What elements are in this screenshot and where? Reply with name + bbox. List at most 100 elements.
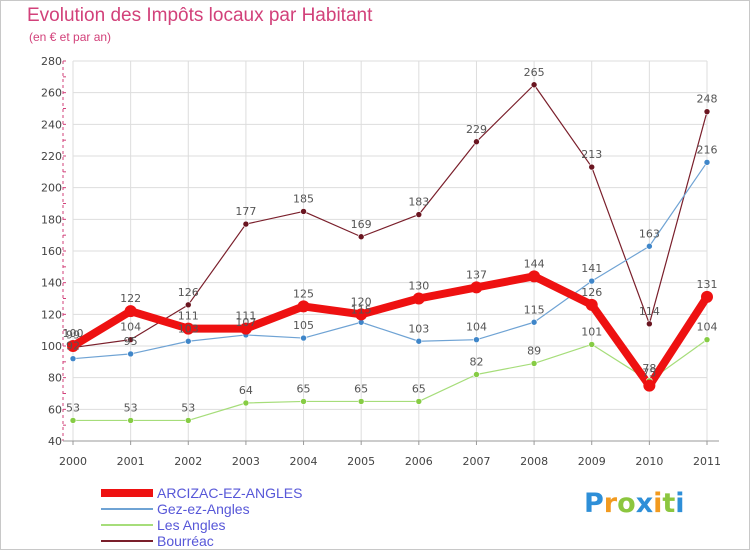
x-tick-label: 2005: [347, 455, 375, 468]
legend-item-les-angles[interactable]: Les Angles: [101, 517, 401, 533]
data-point: [588, 277, 596, 285]
y-tick-label: 240: [41, 118, 62, 131]
data-point: [703, 108, 711, 115]
legend-item-gez[interactable]: Gez-ez-Angles: [101, 501, 401, 517]
data-point: [69, 355, 77, 362]
data-label: 169: [351, 218, 372, 231]
data-label: 65: [412, 382, 426, 395]
data-point: [588, 341, 596, 348]
legend-item-bourreac[interactable]: Bourréac: [101, 533, 401, 549]
legend-item-arcizac[interactable]: ARCIZAC-EZ-ANGLES: [101, 485, 401, 501]
data-label: 115: [351, 303, 372, 316]
x-tick-label: 2000: [59, 455, 87, 468]
legend-label-les-angles: Les Angles: [157, 517, 226, 533]
data-label: 82: [469, 356, 483, 369]
data-label: 163: [639, 227, 660, 240]
series-line-1: [72, 161, 708, 360]
data-point: [646, 320, 653, 328]
x-tick-label: 2010: [635, 455, 663, 468]
data-point: [530, 81, 538, 89]
data-label: 104: [466, 321, 487, 334]
data-point: [357, 398, 365, 405]
data-label: 78: [642, 362, 656, 375]
series-line-3: [69, 272, 711, 390]
data-label: 248: [697, 93, 718, 106]
data-label: 105: [293, 319, 314, 332]
data-point: [473, 138, 480, 146]
data-point: [67, 340, 79, 352]
data-point: [412, 292, 425, 305]
y-tick-label: 200: [41, 182, 62, 195]
data-label: 111: [178, 310, 199, 323]
data-point: [300, 398, 307, 405]
y-tick-label: 260: [41, 87, 62, 100]
data-label: 95: [124, 335, 138, 348]
y-tick-label: 40: [48, 435, 62, 448]
y-tick-label: 60: [48, 403, 62, 416]
data-label: 75: [642, 367, 656, 380]
data-point: [182, 322, 195, 335]
x-tick-label: 2003: [232, 455, 260, 468]
data-label: 53: [181, 401, 195, 414]
x-tick-label: 2009: [578, 455, 606, 468]
logo-letter: r: [603, 488, 618, 519]
legend-label-bourreac: Bourréac: [157, 533, 214, 549]
data-point: [127, 336, 134, 343]
data-point: [703, 159, 711, 166]
data-label: 103: [408, 322, 429, 335]
data-point: [470, 281, 483, 294]
x-tick-label: 2004: [290, 455, 318, 468]
legend-swatch-gez: [101, 508, 153, 510]
data-label: 126: [178, 286, 199, 299]
data-label: 185: [293, 192, 314, 205]
logo-letter: P: [584, 488, 604, 519]
data-label: 114: [639, 305, 660, 318]
chart-subtitle: (en € et par an): [29, 30, 112, 44]
data-label: 122: [120, 292, 141, 305]
x-tick-label: 2008: [520, 455, 548, 468]
data-label: 104: [120, 321, 141, 334]
data-point: [646, 242, 653, 250]
data-point: [242, 220, 250, 228]
data-label: 101: [581, 325, 602, 338]
data-label: 100: [63, 327, 84, 340]
y-tick-label: 220: [41, 150, 62, 163]
data-point: [530, 360, 538, 367]
data-point: [703, 336, 711, 343]
data-label: 216: [697, 143, 718, 156]
legend-swatch-bourreac: [101, 540, 153, 542]
data-label: 53: [124, 401, 138, 414]
data-point: [127, 417, 134, 424]
data-label: 131: [697, 278, 718, 291]
data-point: [184, 337, 192, 345]
data-label: 126: [581, 286, 602, 299]
data-label: 137: [466, 268, 487, 281]
data-point: [415, 211, 423, 218]
x-tick-label: 2001: [117, 455, 145, 468]
data-point: [300, 334, 307, 342]
proxiti-logo: Proxiti: [584, 488, 685, 519]
data-point: [585, 298, 598, 311]
data-label: 115: [524, 303, 545, 316]
x-tick-label: 2002: [174, 455, 202, 468]
data-label: 144: [524, 257, 545, 270]
data-point: [127, 350, 134, 358]
data-point: [300, 208, 307, 215]
data-point: [530, 318, 538, 326]
data-point: [124, 305, 137, 318]
data-label: 89: [527, 344, 541, 357]
data-point: [473, 336, 480, 343]
data-label: 125: [293, 287, 314, 300]
data-point: [239, 322, 252, 335]
data-label: 65: [354, 382, 368, 395]
data-label: 65: [297, 382, 311, 395]
data-label: 92: [66, 340, 80, 353]
data-label: 229: [466, 123, 487, 136]
data-point: [297, 300, 310, 313]
data-label: 64: [239, 384, 253, 397]
y-tick-label: 280: [41, 55, 62, 68]
data-label: 141: [581, 262, 602, 275]
data-point: [357, 233, 365, 241]
data-point: [415, 398, 423, 405]
